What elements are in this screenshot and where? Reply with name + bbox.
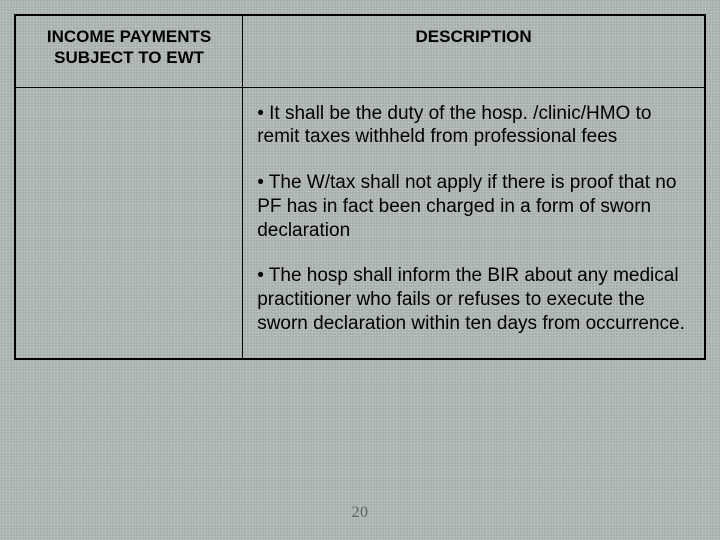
page-number: 20 (14, 504, 706, 522)
bullet-dot: • (257, 265, 269, 286)
slide-inner: INCOME PAYMENTS SUBJECT TO EWT DESCRIPTI… (14, 14, 706, 526)
bullet-text: It shall be the duty of the hosp. /clini… (257, 103, 651, 148)
ewt-table: INCOME PAYMENTS SUBJECT TO EWT DESCRIPTI… (14, 14, 706, 360)
bullet-item: • It shall be the duty of the hosp. /cli… (257, 102, 690, 150)
col-header-description: DESCRIPTION (243, 15, 705, 87)
col-header-income-payments: INCOME PAYMENTS SUBJECT TO EWT (15, 15, 243, 87)
table-header-row: INCOME PAYMENTS SUBJECT TO EWT DESCRIPTI… (15, 15, 705, 87)
bullet-dot: • (257, 172, 269, 193)
bullet-dot: • (257, 103, 269, 124)
bullet-text: The hosp shall inform the BIR about any … (257, 265, 685, 334)
description-cell: • It shall be the duty of the hosp. /cli… (243, 87, 705, 359)
income-payments-cell (15, 87, 243, 359)
bullet-item: • The hosp shall inform the BIR about an… (257, 264, 690, 335)
table-row: • It shall be the duty of the hosp. /cli… (15, 87, 705, 359)
bullet-text: The W/tax shall not apply if there is pr… (257, 172, 676, 241)
bullet-item: • The W/tax shall not apply if there is … (257, 171, 690, 242)
